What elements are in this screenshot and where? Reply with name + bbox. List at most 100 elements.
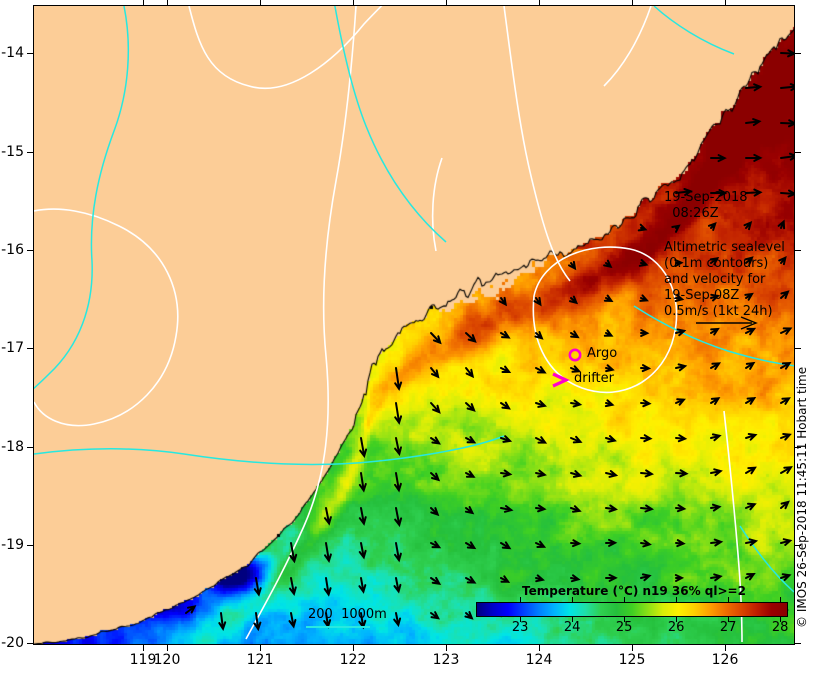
velocity-arrow — [745, 572, 756, 581]
bathymetry-key-line — [306, 626, 370, 628]
velocity-arrow — [745, 538, 759, 547]
y-axis-tick — [27, 152, 33, 153]
velocity-arrow — [358, 472, 367, 493]
bathymetry-contour — [633, 305, 794, 367]
velocity-arrow — [675, 539, 686, 548]
velocity-arrow — [709, 256, 720, 266]
velocity-arrow — [710, 154, 727, 163]
bathymetry-contour — [34, 435, 505, 466]
x-axis-tick — [167, 0, 168, 5]
y-axis-label: -16 — [1, 242, 24, 258]
velocity-arrow — [570, 330, 580, 339]
y-axis-tick — [795, 447, 801, 448]
sealevel-contour — [603, 6, 652, 87]
velocity-arrow — [780, 119, 794, 128]
bathymetry-contour — [334, 6, 447, 243]
x-axis-label: 119 — [129, 652, 157, 668]
velocity-arrow — [570, 435, 583, 444]
velocity-arrow — [500, 435, 513, 443]
x-axis-tick — [143, 645, 144, 651]
velocity-arrow — [640, 539, 652, 548]
velocity-arrow — [604, 399, 615, 408]
velocity-arrow — [465, 367, 475, 379]
velocity-arrow — [780, 466, 793, 474]
velocity-arrow — [605, 435, 617, 443]
velocity-arrow — [465, 541, 477, 550]
velocity-arrow — [745, 502, 757, 511]
y-axis-tick — [795, 250, 801, 251]
velocity-arrow — [640, 573, 652, 582]
map-plot-area[interactable]: 19-Sep-2018 08:26Z Altimetric sealevel (… — [33, 5, 795, 645]
velocity-arrow — [500, 365, 512, 373]
velocity-arrow — [533, 296, 542, 307]
colorbar-tick — [572, 617, 574, 622]
y-axis-tick — [27, 348, 33, 349]
colorbar-tick — [520, 617, 522, 622]
x-axis-tick — [260, 0, 261, 5]
velocity-arrow — [710, 573, 723, 582]
velocity-arrow — [185, 605, 197, 614]
velocity-arrow — [780, 83, 794, 92]
y-axis-label: -14 — [1, 45, 24, 61]
velocity-arrow — [430, 367, 440, 379]
velocity-arrow — [675, 188, 693, 196]
bathymetry-contour — [653, 6, 735, 55]
velocity-arrow — [323, 577, 332, 597]
velocity-arrow — [745, 83, 763, 92]
velocity-arrow — [465, 332, 477, 343]
velocity-arrow — [324, 507, 332, 526]
velocity-arrow — [288, 577, 297, 596]
velocity-arrow — [744, 292, 754, 301]
drifter-marker-icon — [552, 372, 570, 388]
velocity-arrow — [745, 396, 757, 405]
velocity-arrow — [253, 612, 262, 632]
velocity-arrow — [605, 504, 618, 513]
velocity-arrow — [675, 398, 686, 406]
colorbar-tick-label: 23 — [511, 620, 529, 635]
y-axis-label: -19 — [1, 537, 24, 553]
velocity-arrow — [570, 470, 583, 478]
velocity-arrow — [640, 504, 655, 513]
sealevel-contour — [245, 6, 357, 640]
velocity-arrow — [745, 118, 762, 127]
velocity-arrow — [253, 577, 262, 597]
bathymetry-contour — [34, 6, 130, 390]
velocity-arrow — [570, 365, 582, 373]
velocity-arrow — [430, 402, 441, 414]
y-axis-tick — [27, 53, 33, 54]
velocity-arrow — [394, 507, 403, 528]
y-axis-tick — [795, 348, 801, 349]
velocity-arrow — [288, 612, 297, 629]
velocity-arrow — [710, 362, 722, 370]
x-axis-tick — [632, 645, 633, 651]
velocity-arrow — [535, 366, 547, 374]
velocity-arrow — [430, 540, 442, 549]
velocity-arrow — [535, 540, 547, 548]
colorbar-tick — [676, 597, 678, 602]
x-axis-tick — [446, 0, 447, 5]
y-axis-label: -15 — [1, 144, 24, 160]
velocity-arrow — [500, 401, 511, 410]
velocity-arrow — [218, 612, 227, 631]
velocity-arrow — [358, 577, 367, 594]
x-axis-label: 125 — [618, 652, 646, 668]
colorbar-tick-label: 27 — [719, 620, 737, 635]
colorbar-tick — [624, 597, 626, 602]
velocity-arrow — [710, 433, 722, 442]
x-axis-tick — [260, 645, 261, 651]
sealevel-contour — [34, 208, 179, 427]
copyright-text: © IMOS 26-Sep-2018 11:45:11 Hobart time — [795, 366, 809, 628]
x-axis-tick — [167, 645, 168, 651]
velocity-arrow — [568, 295, 579, 305]
x-axis-tick — [353, 645, 354, 651]
velocity-arrow — [500, 541, 512, 550]
velocity-arrow — [500, 575, 511, 583]
velocity-arrow — [780, 433, 792, 441]
x-axis-tick — [539, 645, 540, 651]
velocity-arrow — [780, 500, 790, 510]
colorbar[interactable] — [476, 602, 788, 617]
velocity-arrow — [570, 574, 581, 583]
velocity-arrow — [674, 574, 685, 582]
y-axis-tick — [795, 643, 801, 644]
